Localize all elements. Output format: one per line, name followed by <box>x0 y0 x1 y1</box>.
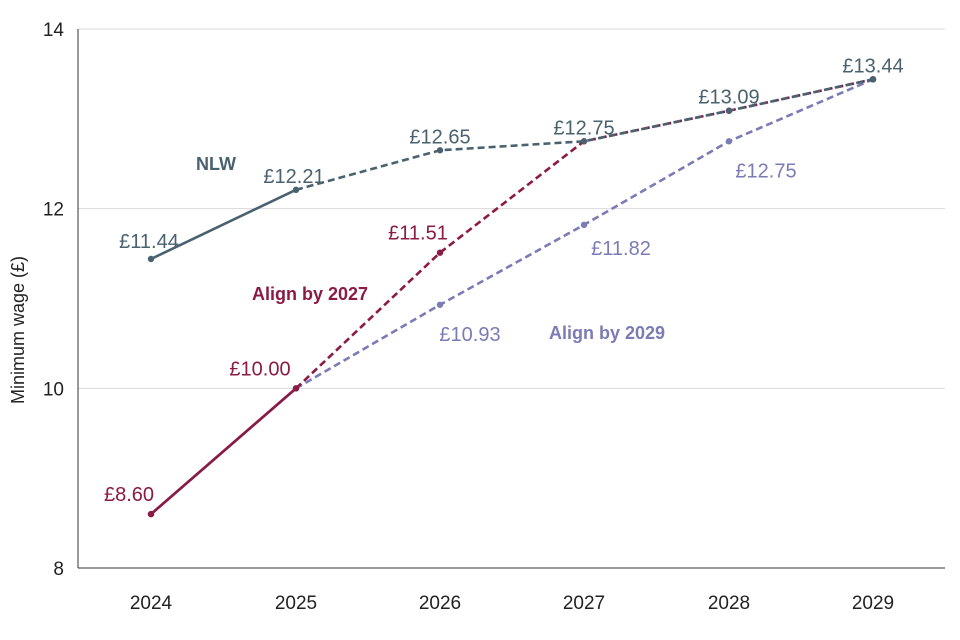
data-label: £11.82 <box>591 238 651 260</box>
data-label: £13.09 <box>698 87 759 109</box>
x-tick-label: 2025 <box>275 593 317 614</box>
series-line-dashed-0 <box>295 78 874 192</box>
data-label: £12.75 <box>553 117 614 139</box>
x-tick-label: 2024 <box>130 593 173 614</box>
y-tick-label: 8 <box>53 559 64 580</box>
data-label: £11.44 <box>119 231 179 253</box>
y-tick-label: 10 <box>43 379 64 400</box>
x-tick-label: 2027 <box>563 593 605 614</box>
series-line-solid-0 <box>150 188 297 261</box>
data-point <box>580 138 588 145</box>
data-point <box>436 147 444 154</box>
series-label: NLW <box>196 154 236 174</box>
data-point <box>436 249 444 256</box>
data-label: £10.93 <box>439 324 500 346</box>
series-labels: NLW Align by 2027 Align by 2029 <box>196 154 665 343</box>
data-point <box>580 221 588 229</box>
series-line-solid-1 <box>150 387 297 516</box>
y-axis-ticks: 8 10 12 14 <box>43 20 65 580</box>
series-label: Align by 2029 <box>549 323 665 343</box>
x-tick-label: 2026 <box>419 593 461 614</box>
series-label: Align by 2027 <box>252 284 368 304</box>
x-axis-ticks: 2024 2025 2026 2027 2028 2029 <box>130 593 894 614</box>
data-point <box>725 138 733 145</box>
y-tick-label: 12 <box>43 200 64 221</box>
data-point <box>147 255 155 263</box>
data-label: £11.51 <box>388 223 448 245</box>
y-axis-label: Minimum wage (£) <box>8 256 28 404</box>
x-tick-label: 2029 <box>852 593 894 614</box>
data-labels: £11.44 £12.21 £12.65 £12.75 £13.09 £13.44 £8.6… <box>104 55 904 506</box>
data-point <box>436 301 444 308</box>
data-label: £10.00 <box>229 358 290 380</box>
y-tick-label: 14 <box>43 20 65 41</box>
data-label: £12.21 <box>263 166 324 188</box>
data-point <box>725 107 733 114</box>
data-label: £12.75 <box>735 160 796 182</box>
gridlines <box>78 28 945 389</box>
data-point <box>292 186 300 194</box>
data-points <box>147 76 877 518</box>
data-label: £12.65 <box>409 126 470 148</box>
axes <box>77 29 945 569</box>
data-label: £8.60 <box>104 484 154 506</box>
data-point <box>869 76 877 83</box>
data-label: £13.44 <box>842 55 903 77</box>
x-tick-label: 2028 <box>708 593 750 614</box>
data-point <box>147 510 155 518</box>
data-point <box>292 385 300 392</box>
